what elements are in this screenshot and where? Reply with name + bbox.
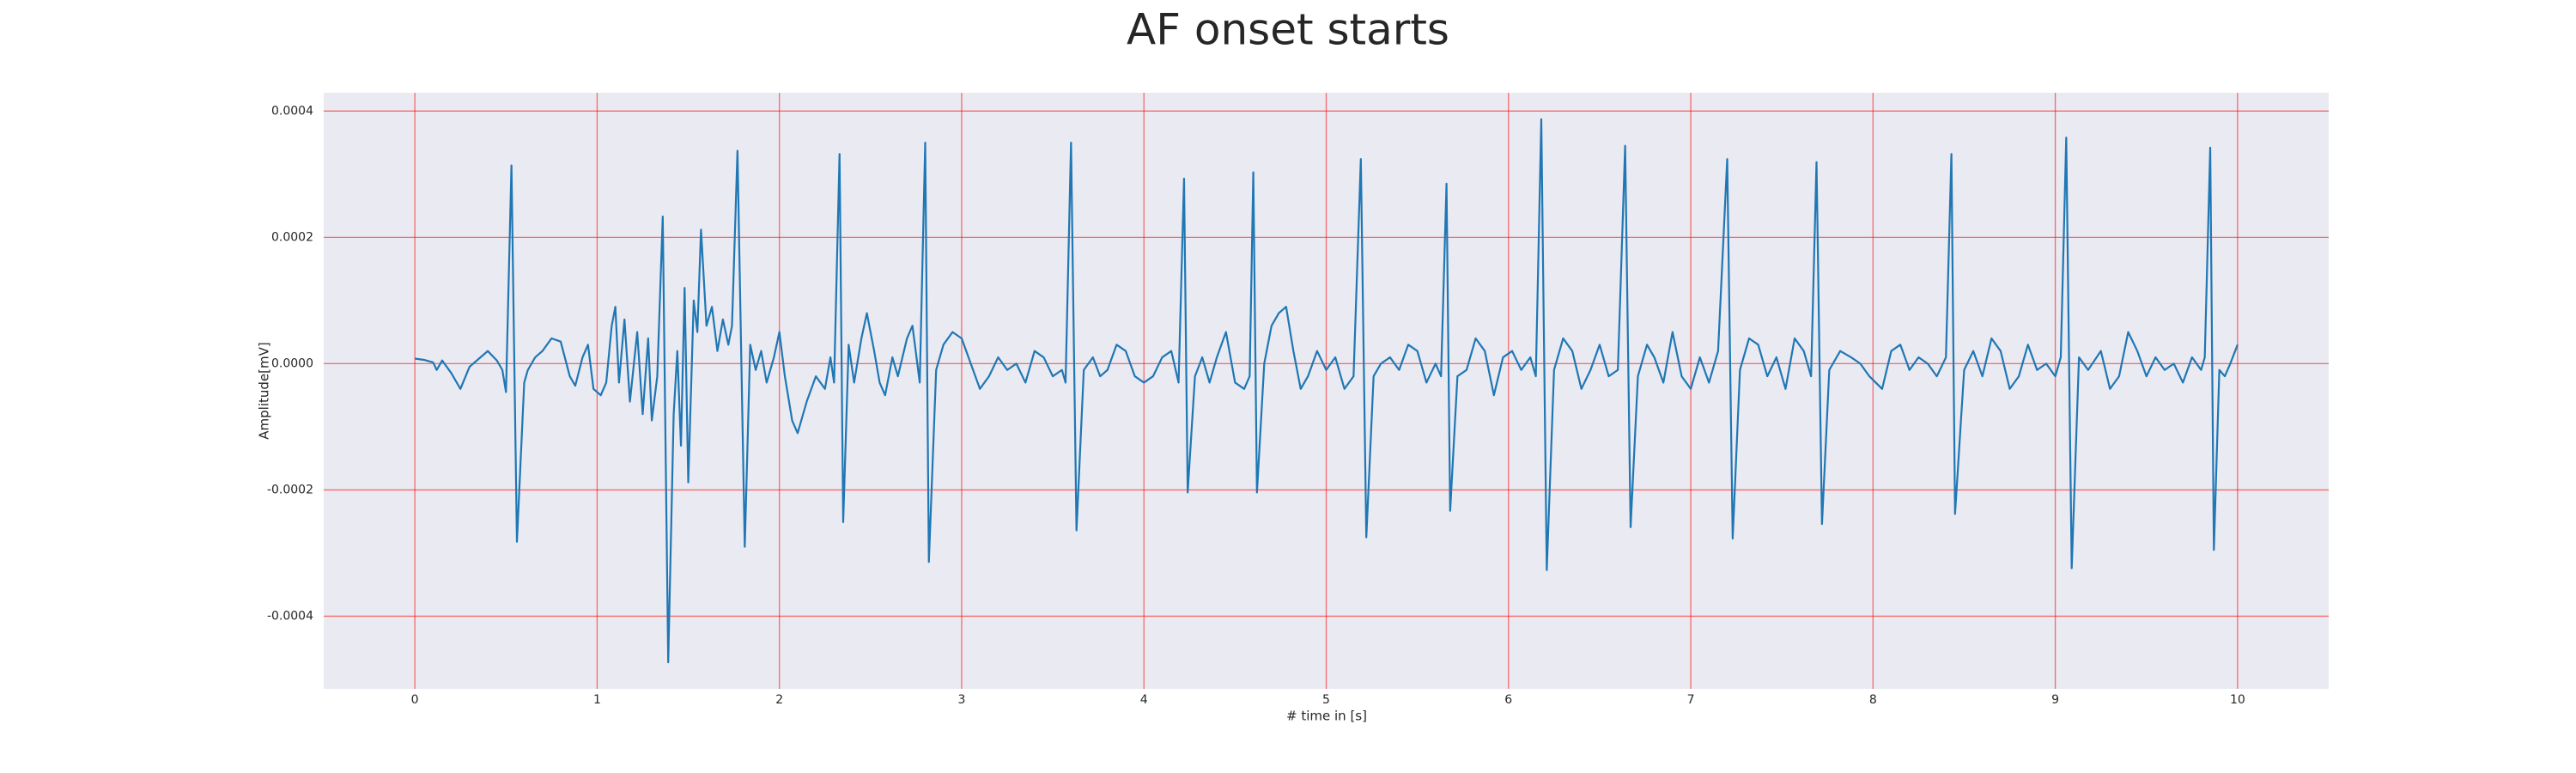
x-tick-label: 3: [957, 693, 965, 707]
y-tick-label: 0.0004: [271, 104, 313, 118]
y-tick-label: 0.0002: [271, 230, 313, 244]
signal-line: [414, 118, 2239, 664]
y-tick-label: 0.0000: [271, 356, 313, 370]
x-axis-label: # time in [s]: [1286, 709, 1367, 724]
x-tick-label: 5: [1322, 693, 1330, 707]
x-tick-label: 2: [775, 693, 783, 707]
x-tick-label: 4: [1140, 693, 1148, 707]
x-tick-label: 8: [1869, 693, 1877, 707]
x-tick-label: 9: [2051, 693, 2059, 707]
x-tick-label: 1: [593, 693, 601, 707]
y-tick-label: -0.0002: [267, 483, 313, 496]
y-axis-label: Amplitude[mV]: [257, 342, 272, 439]
y-tick-label: -0.0004: [267, 609, 313, 623]
x-tick-label: 6: [1504, 693, 1512, 707]
x-tick-label: 10: [2230, 693, 2245, 707]
x-tick-label: 0: [411, 693, 419, 707]
chart-title: AF onset starts: [1127, 5, 1449, 55]
x-tick-label: 7: [1687, 693, 1695, 707]
